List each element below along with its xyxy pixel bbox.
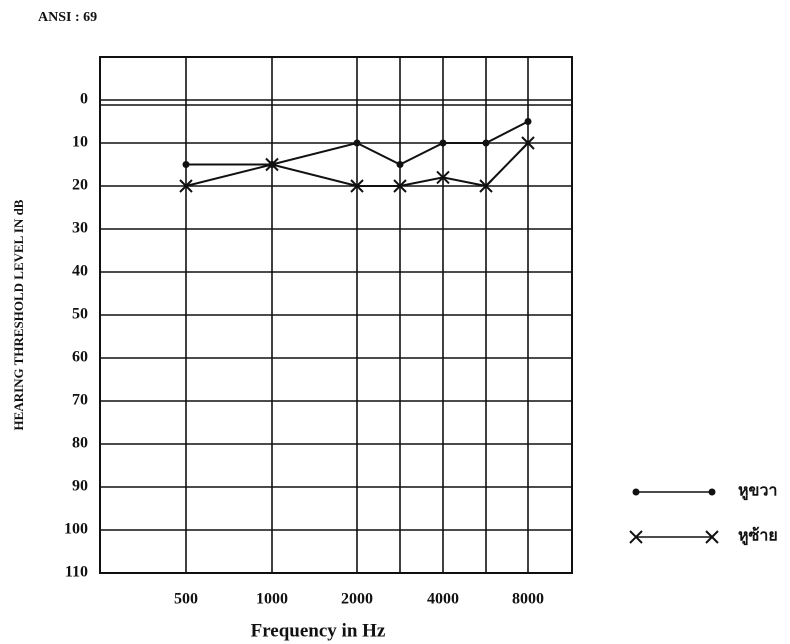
x-tick-label: 500: [174, 591, 198, 608]
y-tick-label: 50: [72, 306, 88, 323]
chart-title: ANSI : 69: [38, 10, 97, 25]
y-tick-label: 70: [72, 392, 88, 409]
point: [483, 140, 490, 147]
point: [525, 118, 532, 125]
x-tick-label: 4000: [427, 591, 459, 608]
y-tick-label: 10: [72, 134, 88, 151]
legend-label: หูขวา: [738, 483, 777, 502]
x-tick-label: 2000: [341, 591, 373, 608]
point: [397, 161, 404, 168]
y-tick-label: 60: [72, 349, 88, 366]
y-tick-label: 90: [72, 478, 88, 495]
y-tick-label: 20: [72, 177, 88, 194]
y-axis-label: HEARING THRESHOLD LEVEL IN dB: [11, 199, 26, 430]
point: [183, 161, 190, 168]
x-axis-label: Frequency in Hz: [251, 620, 386, 641]
y-tick-label: 30: [72, 220, 88, 237]
y-tick-label: 100: [64, 521, 88, 538]
y-tick-label: 80: [72, 435, 88, 452]
point: [709, 489, 716, 496]
point: [440, 140, 447, 147]
x-tick-label: 1000: [256, 591, 288, 608]
chart: ANSI : 69 HEARING THRESHOLD LEVEL IN dB …: [0, 0, 790, 644]
y-tick-label: 0: [80, 91, 88, 108]
x-tick-label: 8000: [512, 591, 544, 608]
y-tick-label: 40: [72, 263, 88, 280]
point: [633, 489, 640, 496]
legend-label: หูซ้าย: [738, 527, 778, 547]
y-tick-label: 110: [65, 564, 88, 581]
point: [354, 140, 361, 147]
